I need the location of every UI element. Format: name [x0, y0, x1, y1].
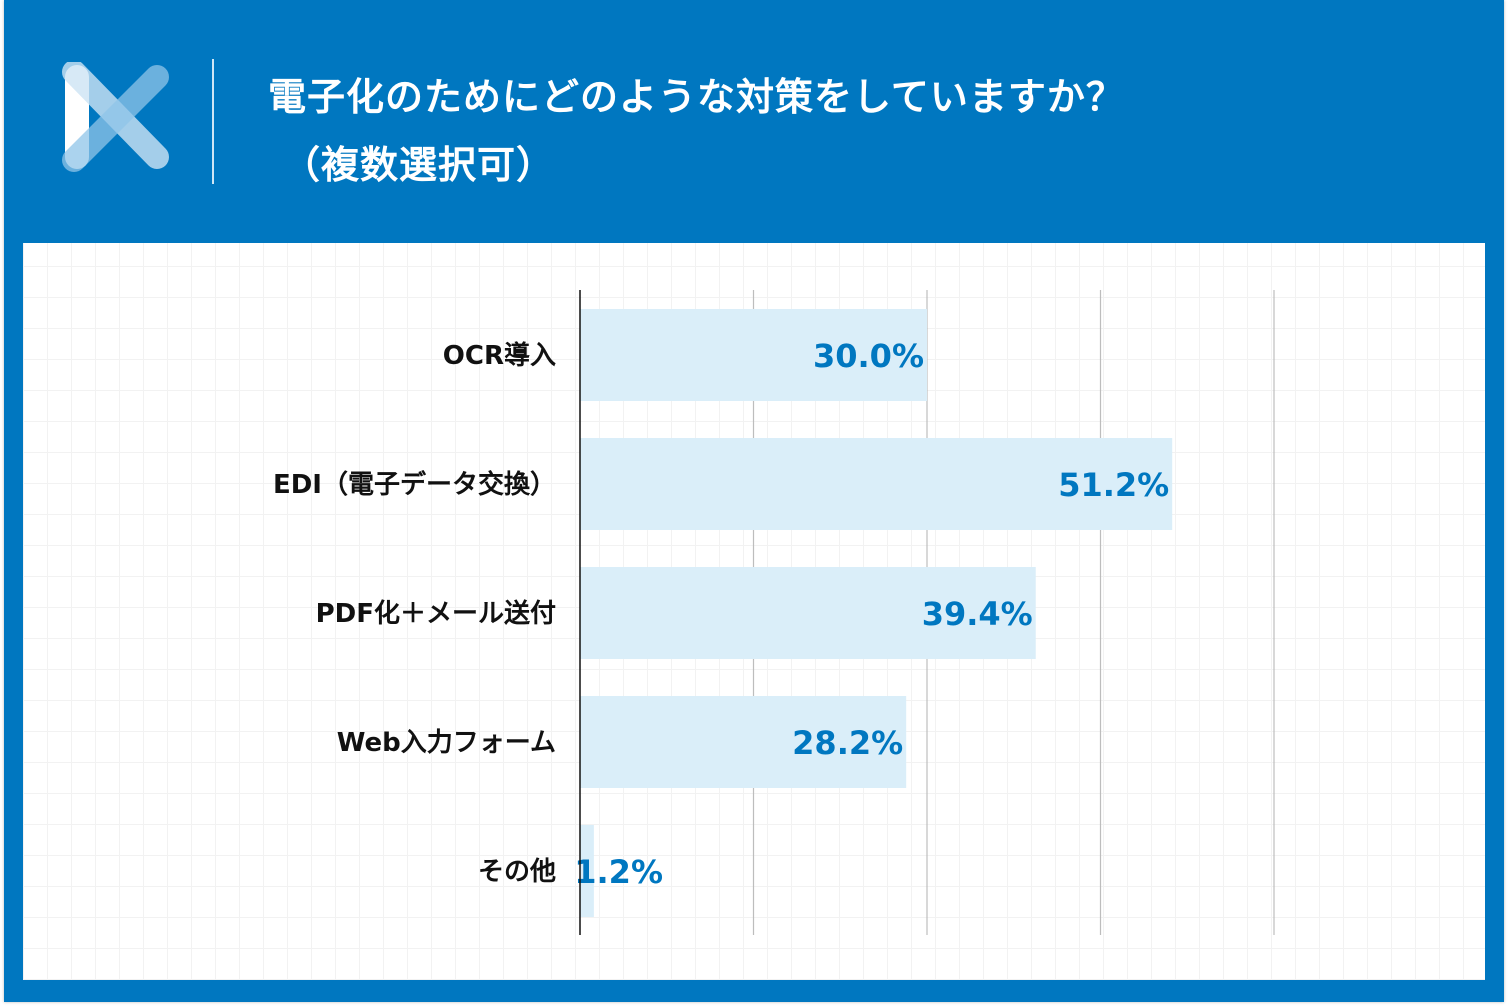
bar — [580, 567, 1036, 659]
category-label: Web入力フォーム — [337, 728, 556, 758]
value-label: 39.4% — [922, 595, 1033, 633]
category-label: PDF化＋メール送付 — [316, 599, 556, 629]
value-label: 51.2% — [1058, 466, 1169, 504]
chart-subtitle: （複数選択可） — [282, 143, 556, 187]
logo-icon — [62, 62, 169, 172]
value-label: 28.2% — [792, 724, 903, 762]
bar — [580, 309, 927, 401]
category-label: EDI（電子データ交換） — [273, 469, 556, 500]
value-label: 1.2% — [574, 853, 663, 891]
value-label: 30.0% — [813, 337, 924, 375]
bar — [580, 825, 594, 917]
bar — [580, 696, 907, 788]
category-label: OCR導入 — [443, 340, 556, 371]
category-label: その他 — [478, 857, 556, 887]
header-divider — [212, 59, 214, 184]
chart-title: 電子化のためにどのような対策をしていますか？ — [268, 75, 1125, 119]
bar — [580, 438, 1173, 530]
